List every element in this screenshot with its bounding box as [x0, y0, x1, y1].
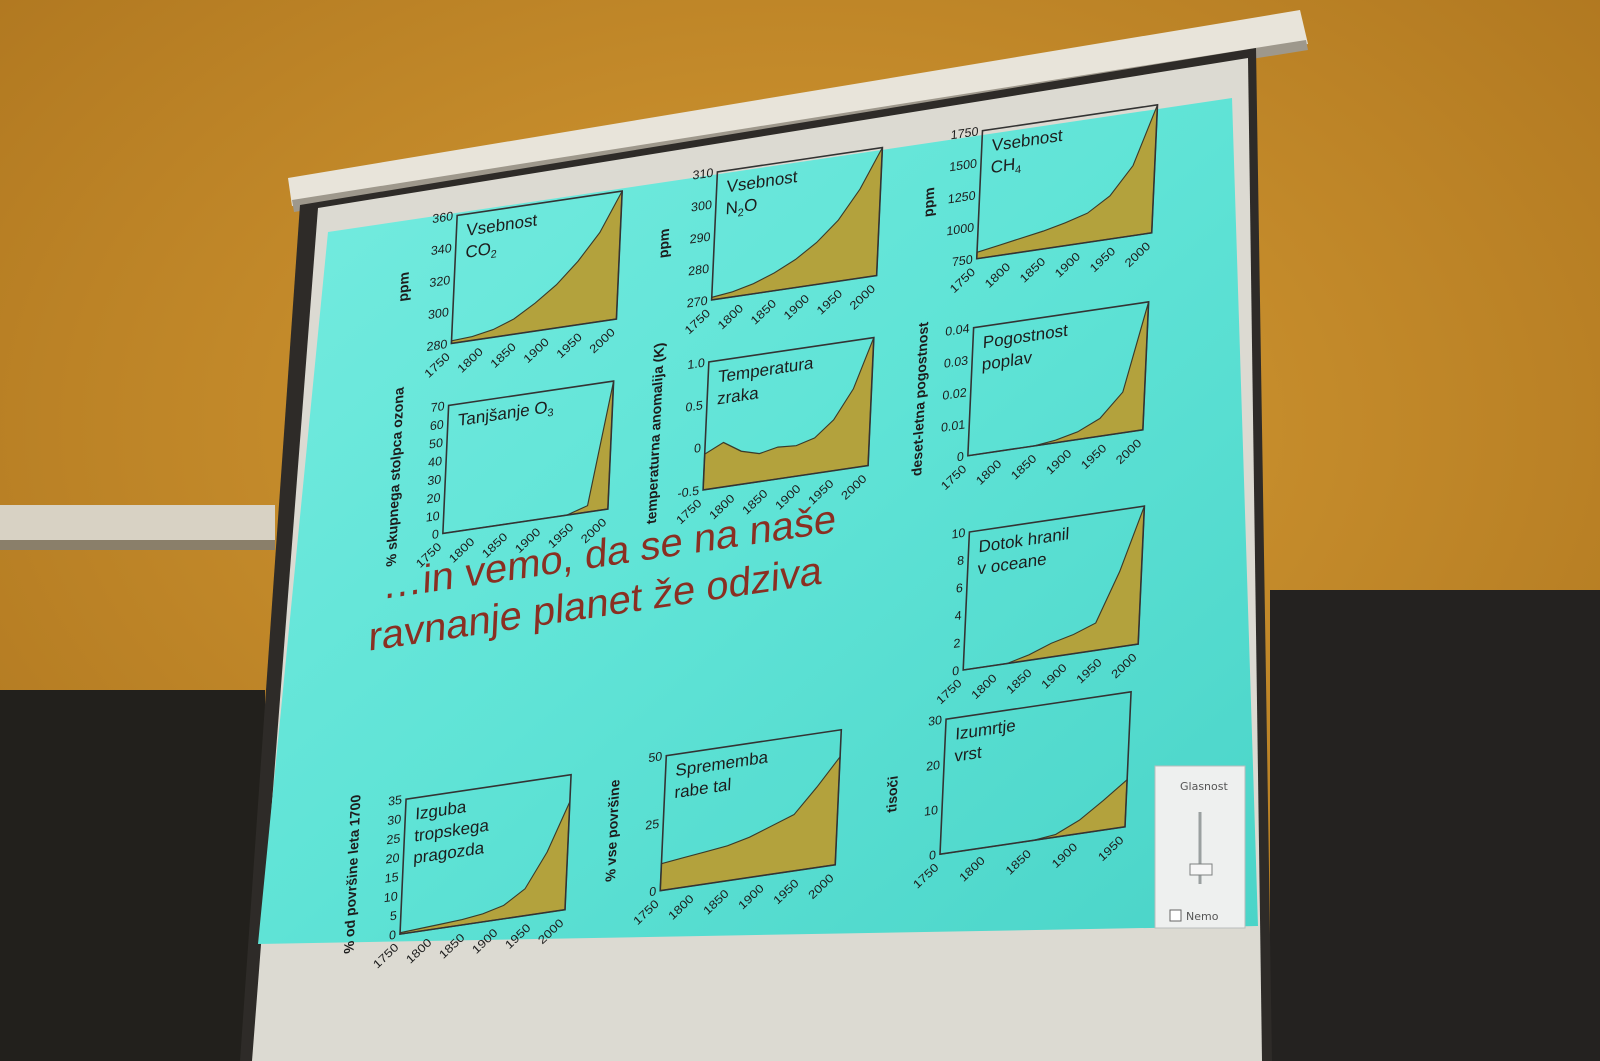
ytick-ch4: 1000	[946, 220, 974, 238]
panel-frame-ch4	[975, 103, 1159, 260]
ytick-o3: 30	[427, 472, 442, 488]
mute-checkbox[interactable]	[1169, 909, 1182, 922]
ytick-flood: 0.03	[944, 353, 969, 371]
chalkboard-right	[1270, 590, 1600, 1061]
ytick-forest: 25	[386, 831, 401, 847]
ylabel-land: % vse površine	[602, 778, 622, 882]
ytick-n2o: 310	[692, 166, 713, 183]
ytick-n2o: 270	[686, 294, 707, 311]
ytick-nutrient: 4	[954, 608, 962, 623]
ylabel-species: tisoči	[883, 775, 901, 814]
ytick-o3: 10	[425, 509, 440, 525]
ytick-co2: 340	[431, 241, 452, 258]
screen-casing	[288, 10, 1308, 206]
ytick-species: 10	[924, 803, 939, 819]
ytick-species: 30	[928, 713, 943, 729]
slide-area	[258, 98, 1258, 944]
ytick-forest: 30	[387, 812, 402, 828]
panel-frame-flood	[967, 300, 1150, 457]
ytick-forest: 20	[385, 851, 400, 867]
panel-frame-o3	[442, 380, 615, 535]
ytick-flood: 0.02	[942, 385, 967, 403]
panel-title2-species: vrst	[954, 743, 982, 766]
ytick-o3: 40	[428, 454, 443, 470]
ytick-nutrient: 8	[957, 553, 965, 568]
ytick-temp: 0	[694, 441, 702, 456]
ytick-species: 0	[929, 848, 937, 863]
ytick-n2o: 300	[691, 198, 712, 215]
ytick-n2o: 280	[688, 262, 709, 279]
ytick-land: 0	[649, 884, 657, 899]
volume-slider-thumb[interactable]	[1189, 863, 1213, 876]
ytick-o3: 0	[432, 527, 440, 542]
panel-frame-temp	[702, 336, 875, 491]
ytick-temp: -0.5	[677, 484, 699, 501]
ytick-forest: 0	[389, 928, 397, 943]
ytick-land: 25	[645, 817, 660, 833]
ytick-o3: 60	[430, 417, 445, 433]
ytick-nutrient: 2	[953, 636, 961, 651]
ylabel-n2o: ppm	[655, 228, 672, 260]
ytick-temp: 1.0	[687, 356, 705, 372]
ytick-forest: 15	[384, 870, 399, 886]
panel-frame-species	[939, 690, 1132, 856]
chalkboard-left	[0, 690, 265, 1061]
ytick-co2: 280	[426, 337, 447, 354]
ytick-ch4: 1750	[950, 124, 978, 142]
chalk-rail-left	[0, 505, 275, 543]
ytick-nutrient: 0	[952, 664, 960, 679]
ytick-co2: 320	[429, 273, 450, 290]
panel-frame-n2o	[710, 146, 884, 301]
ytick-o3: 20	[426, 491, 441, 507]
panel-frame-forest	[399, 773, 572, 936]
ytick-forest: 35	[388, 793, 403, 809]
ylabel-forest: % od površine leta 1700	[341, 794, 364, 955]
panel-frame-co2	[450, 190, 624, 345]
chalk-rail-left-shadow	[0, 540, 275, 550]
volume-title: Glasnost	[1180, 780, 1228, 793]
ylabel-ch4: ppm	[920, 186, 937, 218]
ylabel-co2: ppm	[395, 271, 412, 303]
ytick-ch4: 1250	[948, 188, 976, 206]
ytick-forest: 5	[390, 909, 398, 924]
ytick-co2: 360	[432, 209, 453, 226]
panel-frame-nutrient	[962, 505, 1146, 671]
ytick-ch4: 1500	[949, 156, 977, 174]
ylabel-flood: deset-letna pogostnost	[908, 321, 931, 478]
ytick-temp: 0.5	[685, 398, 703, 414]
ytick-forest: 10	[384, 889, 399, 905]
ytick-flood: 0.04	[945, 321, 970, 339]
ytick-flood: 0	[957, 449, 965, 464]
ytick-ch4: 750	[952, 252, 973, 269]
ytick-land: 50	[648, 749, 663, 765]
ytick-nutrient: 6	[956, 581, 964, 596]
panel-frame-land	[659, 728, 843, 892]
volume-popup[interactable]: Glasnost Nemo	[1154, 765, 1246, 929]
mute-label: Nemo	[1186, 910, 1219, 923]
ytick-nutrient: 10	[951, 526, 966, 542]
ytick-flood: 0.01	[941, 417, 966, 435]
ytick-n2o: 290	[689, 230, 710, 247]
ytick-species: 20	[926, 758, 941, 774]
ytick-o3: 70	[430, 399, 445, 415]
ytick-co2: 300	[428, 305, 449, 322]
ytick-o3: 50	[429, 436, 444, 452]
